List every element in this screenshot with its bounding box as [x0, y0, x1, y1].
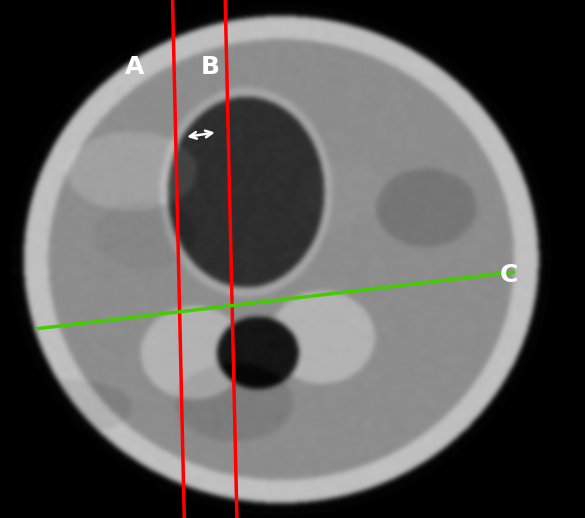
Text: B: B: [201, 55, 220, 79]
Text: C: C: [500, 263, 518, 286]
Text: A: A: [125, 55, 144, 79]
